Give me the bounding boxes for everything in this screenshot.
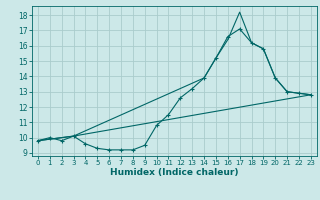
X-axis label: Humidex (Indice chaleur): Humidex (Indice chaleur) [110, 168, 239, 177]
